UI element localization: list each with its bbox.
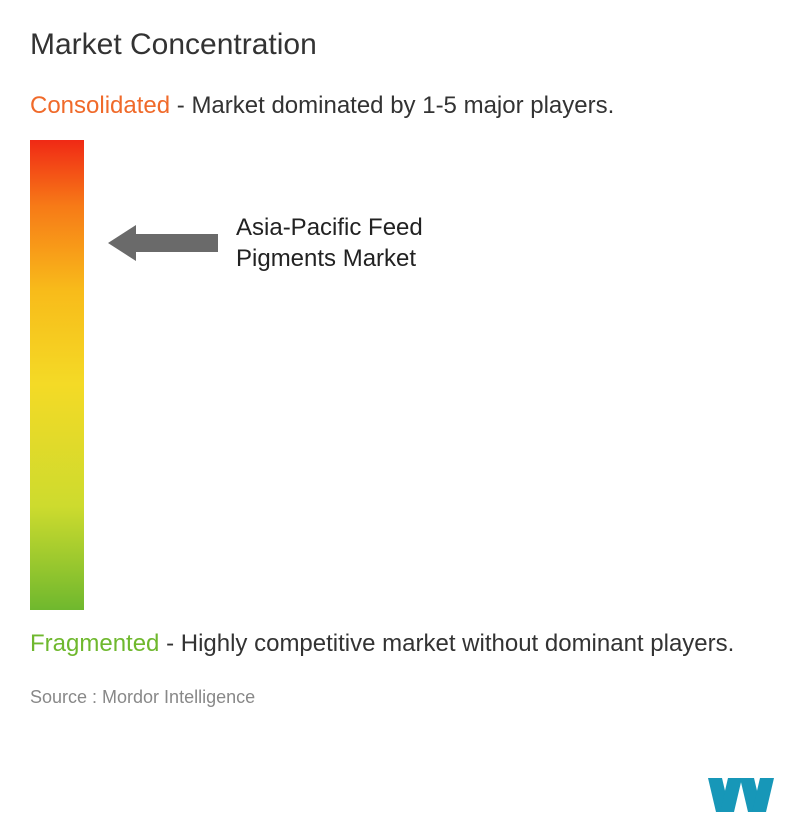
fragmented-key: Fragmented bbox=[30, 630, 159, 657]
source-text: Source : Mordor Intelligence bbox=[30, 687, 766, 708]
concentration-chart: Asia-Pacific Feed Pigments Market bbox=[30, 140, 766, 610]
page-title: Market Concentration bbox=[30, 28, 766, 62]
consolidated-label: Consolidated - Market dominated by 1-5 m… bbox=[30, 90, 766, 122]
fragmented-desc: - Highly competitive market without domi… bbox=[159, 630, 734, 657]
brand-logo-icon bbox=[706, 772, 776, 816]
consolidated-desc: - Market dominated by 1-5 major players. bbox=[170, 92, 614, 119]
fragmented-label: Fragmented - Highly competitive market w… bbox=[30, 628, 766, 660]
consolidated-key: Consolidated bbox=[30, 92, 170, 119]
gradient-bar bbox=[30, 140, 84, 610]
pointer-label: Asia-Pacific Feed Pigments Market bbox=[236, 212, 516, 274]
pointer: Asia-Pacific Feed Pigments Market bbox=[108, 212, 516, 274]
arrow-left-icon bbox=[108, 225, 218, 261]
